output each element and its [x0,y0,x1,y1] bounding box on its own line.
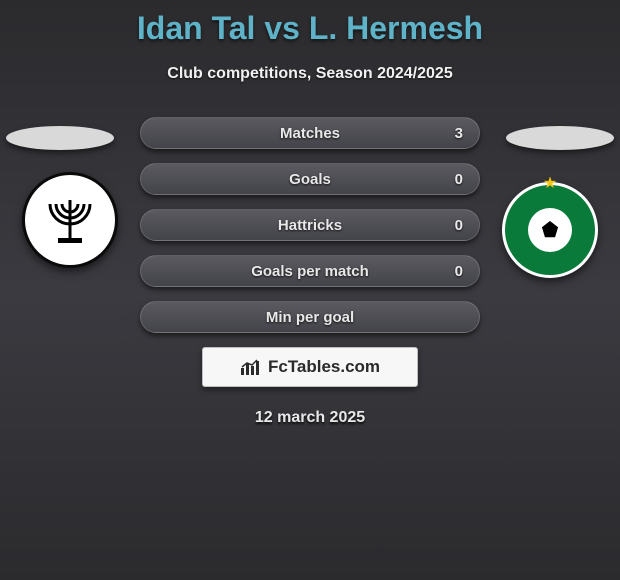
player-photo-placeholder-left [6,126,114,150]
stat-row-goals-per-match: Goals per match 0 [140,255,480,287]
stat-value-right: 0 [455,263,463,280]
stat-label: Goals [289,171,331,188]
club-badge-left [22,172,118,268]
stat-label: Matches [280,125,340,142]
stat-value-right: 0 [455,217,463,234]
player-photo-placeholder-right [506,126,614,150]
stat-value-right: 0 [455,171,463,188]
menorah-icon [40,190,100,250]
club-badge-right: ★ [502,182,598,278]
stat-label: Hattricks [278,217,342,234]
stat-label: Min per goal [266,309,354,326]
stat-row-hattricks: Hattricks 0 [140,209,480,241]
star-icon: ★ [543,173,557,193]
ball-icon [528,208,572,252]
stat-value-right: 3 [455,125,463,142]
stat-label: Goals per match [251,263,369,280]
chart-icon [240,358,262,376]
date-text: 12 march 2025 [0,409,620,427]
brand-text: FcTables.com [268,357,380,377]
stats-table: Matches 3 Goals 0 Hattricks 0 Goals per … [140,117,480,333]
stat-row-goals: Goals 0 [140,163,480,195]
stat-row-min-per-goal: Min per goal [140,301,480,333]
stat-row-matches: Matches 3 [140,117,480,149]
page-title: Idan Tal vs L. Hermesh [0,0,620,47]
brand-box[interactable]: FcTables.com [202,347,418,387]
subtitle: Club competitions, Season 2024/2025 [0,65,620,83]
